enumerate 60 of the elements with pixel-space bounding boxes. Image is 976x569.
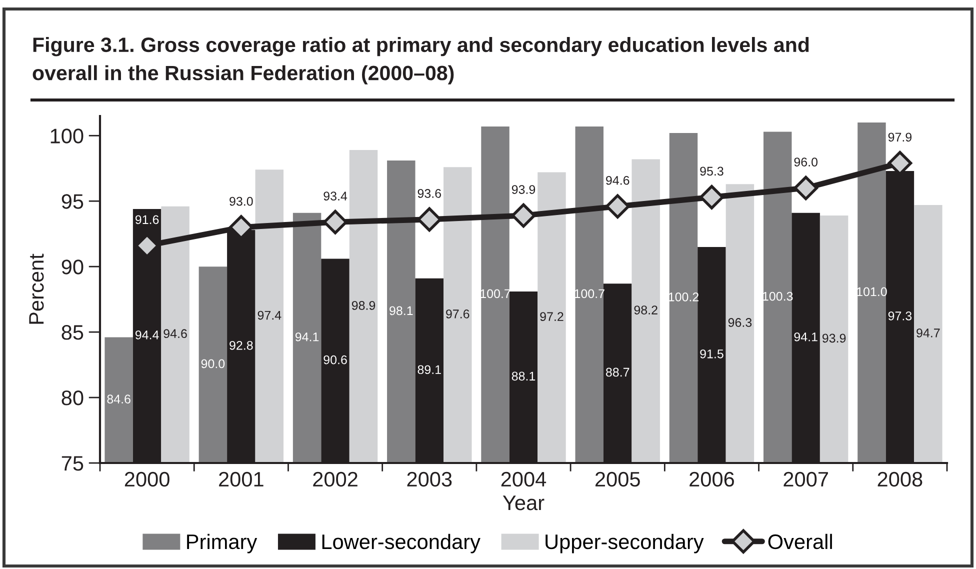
point [605, 194, 630, 219]
point [794, 176, 818, 200]
data-label: 94.6 [606, 176, 630, 185]
legend-label: Lower-secondary [322, 534, 480, 554]
data-label: 97.4 [258, 310, 282, 320]
point [417, 207, 442, 232]
x-tick-label: 2000 [124, 472, 170, 487]
data-label: 98.9 [352, 301, 376, 310]
data-label: 100.7 [480, 289, 510, 298]
data-label: 93.0 [230, 196, 253, 206]
point [700, 184, 724, 210]
legend-label: Primary [187, 534, 258, 554]
data-label: 84.6 [107, 394, 130, 404]
x-tick-label: 2007 [784, 472, 828, 487]
x-tick-label: 2001 [219, 472, 264, 487]
y-tick-label: 80 [62, 390, 84, 406]
data-label: 98.2 [634, 306, 658, 314]
data-label: 90.0 [201, 359, 225, 368]
data-label: 94.4 [135, 330, 159, 340]
y-tick-label: 90 [62, 260, 84, 274]
data-label: 94.1 [794, 332, 818, 342]
point [511, 203, 536, 228]
y-tick-label: 75 [62, 456, 84, 471]
x-tick-label: 2006 [690, 472, 734, 487]
y-tick-label: 100 [50, 128, 84, 144]
data-label: 93.9 [822, 334, 846, 343]
chart-title: Figure 3.1. Gross coverage ratio at primary and secondary education levels and overall in the Russian Federation (2000–08) [32, 37, 809, 84]
data-label: 95.3 [700, 166, 724, 176]
data-label: 88.1 [512, 372, 536, 381]
data-label: 94.6 [164, 329, 187, 338]
legend-label: Overall [768, 534, 832, 550]
data-label: 98.1 [390, 306, 413, 316]
x-tick-label: 2003 [407, 472, 452, 487]
data-label: 93.6 [418, 189, 442, 198]
data-label: 97.2 [540, 312, 564, 322]
legend-label: Upper-secondary [546, 534, 704, 554]
y-axis-title: Percent [29, 254, 44, 324]
data-label: 89.1 [418, 365, 441, 374]
data-label: 91.5 [700, 349, 724, 358]
data-label: 96.0 [794, 158, 818, 166]
data-label: 97.3 [888, 312, 912, 320]
data-label: 92.8 [230, 340, 253, 350]
data-label: 91.6 [135, 215, 159, 224]
data-label: 97.6 [446, 310, 470, 318]
x-tick-label: 2005 [595, 472, 640, 487]
y-tick-label: 85 [62, 325, 84, 340]
data-label: 94.1 [295, 332, 319, 342]
data-label: 90.6 [324, 355, 347, 364]
x-tick-label: 2004 [501, 472, 546, 487]
data-label: 93.4 [324, 192, 348, 201]
data-label: 97.9 [888, 132, 912, 142]
point [323, 210, 348, 234]
data-label: 96.3 [728, 318, 752, 327]
x-axis-title: Year [502, 496, 544, 510]
x-tick-label: 2002 [313, 472, 358, 487]
data-label: 88.7 [606, 368, 630, 377]
y-tick-label: 95 [62, 194, 84, 209]
data-label: 94.7 [916, 328, 940, 338]
x-tick-label: 2008 [878, 472, 922, 487]
data-label: 93.9 [512, 185, 536, 194]
